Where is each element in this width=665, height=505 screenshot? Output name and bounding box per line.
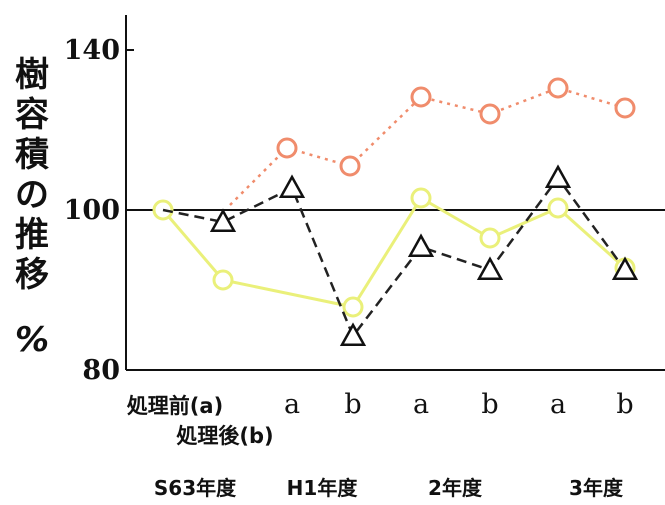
series-black-point-2 [339,322,367,347]
series-orange-point-3 [479,103,501,125]
y-axis-title-char-1: 樹 [15,55,49,95]
series-yellow-point-4 [479,227,501,249]
series-black-line [162,176,627,338]
y-axis-title-char-4: の [15,175,49,215]
year-label-0: S63年度 [154,476,237,500]
category-label-1: a [284,389,300,420]
category-label-2: b [344,389,361,420]
series-orange-point-1 [339,155,361,177]
series-black-point-1 [278,174,306,199]
category-sublabel: 処理後(b) [176,424,273,448]
category-label-4: b [481,389,498,420]
y-tick-label-80: 80 [82,355,120,386]
series-yellow-point-3 [410,187,432,209]
series-orange-point-0 [276,137,298,159]
series-black-point-0 [209,208,237,233]
series-orange-point-4 [547,77,569,99]
series-orange-point-5 [614,97,636,119]
y-axis-title-char-5: 推 [15,215,49,255]
y-axis-title-char-6: 移 [15,255,49,295]
series-yellow-point-2 [342,296,364,318]
y-axis-title-char-3: 積 [15,135,49,175]
category-label-5: a [550,389,566,420]
series-yellow-point-1 [212,269,234,291]
year-label-2: 2年度 [428,476,483,500]
y-axis-title-char-2: 容 [15,95,49,135]
series-yellow-point-5 [547,197,569,219]
y-tick-label-140: 140 [64,35,120,66]
y-tick-label-100: 100 [64,195,120,226]
series-black-point-4 [476,256,504,281]
category-label-0: 処理前(a) [127,394,223,418]
category-label-6: b [616,389,633,420]
series-black-point-6 [611,256,639,281]
category-label-3: a [413,389,429,420]
year-label-3: 3年度 [569,476,624,500]
series-orange-point-2 [410,86,432,108]
y-axis-unit: % [14,320,50,360]
series-black-point-3 [407,233,435,258]
series-black-point-5 [544,164,572,189]
year-label-1: H1年度 [287,476,359,500]
